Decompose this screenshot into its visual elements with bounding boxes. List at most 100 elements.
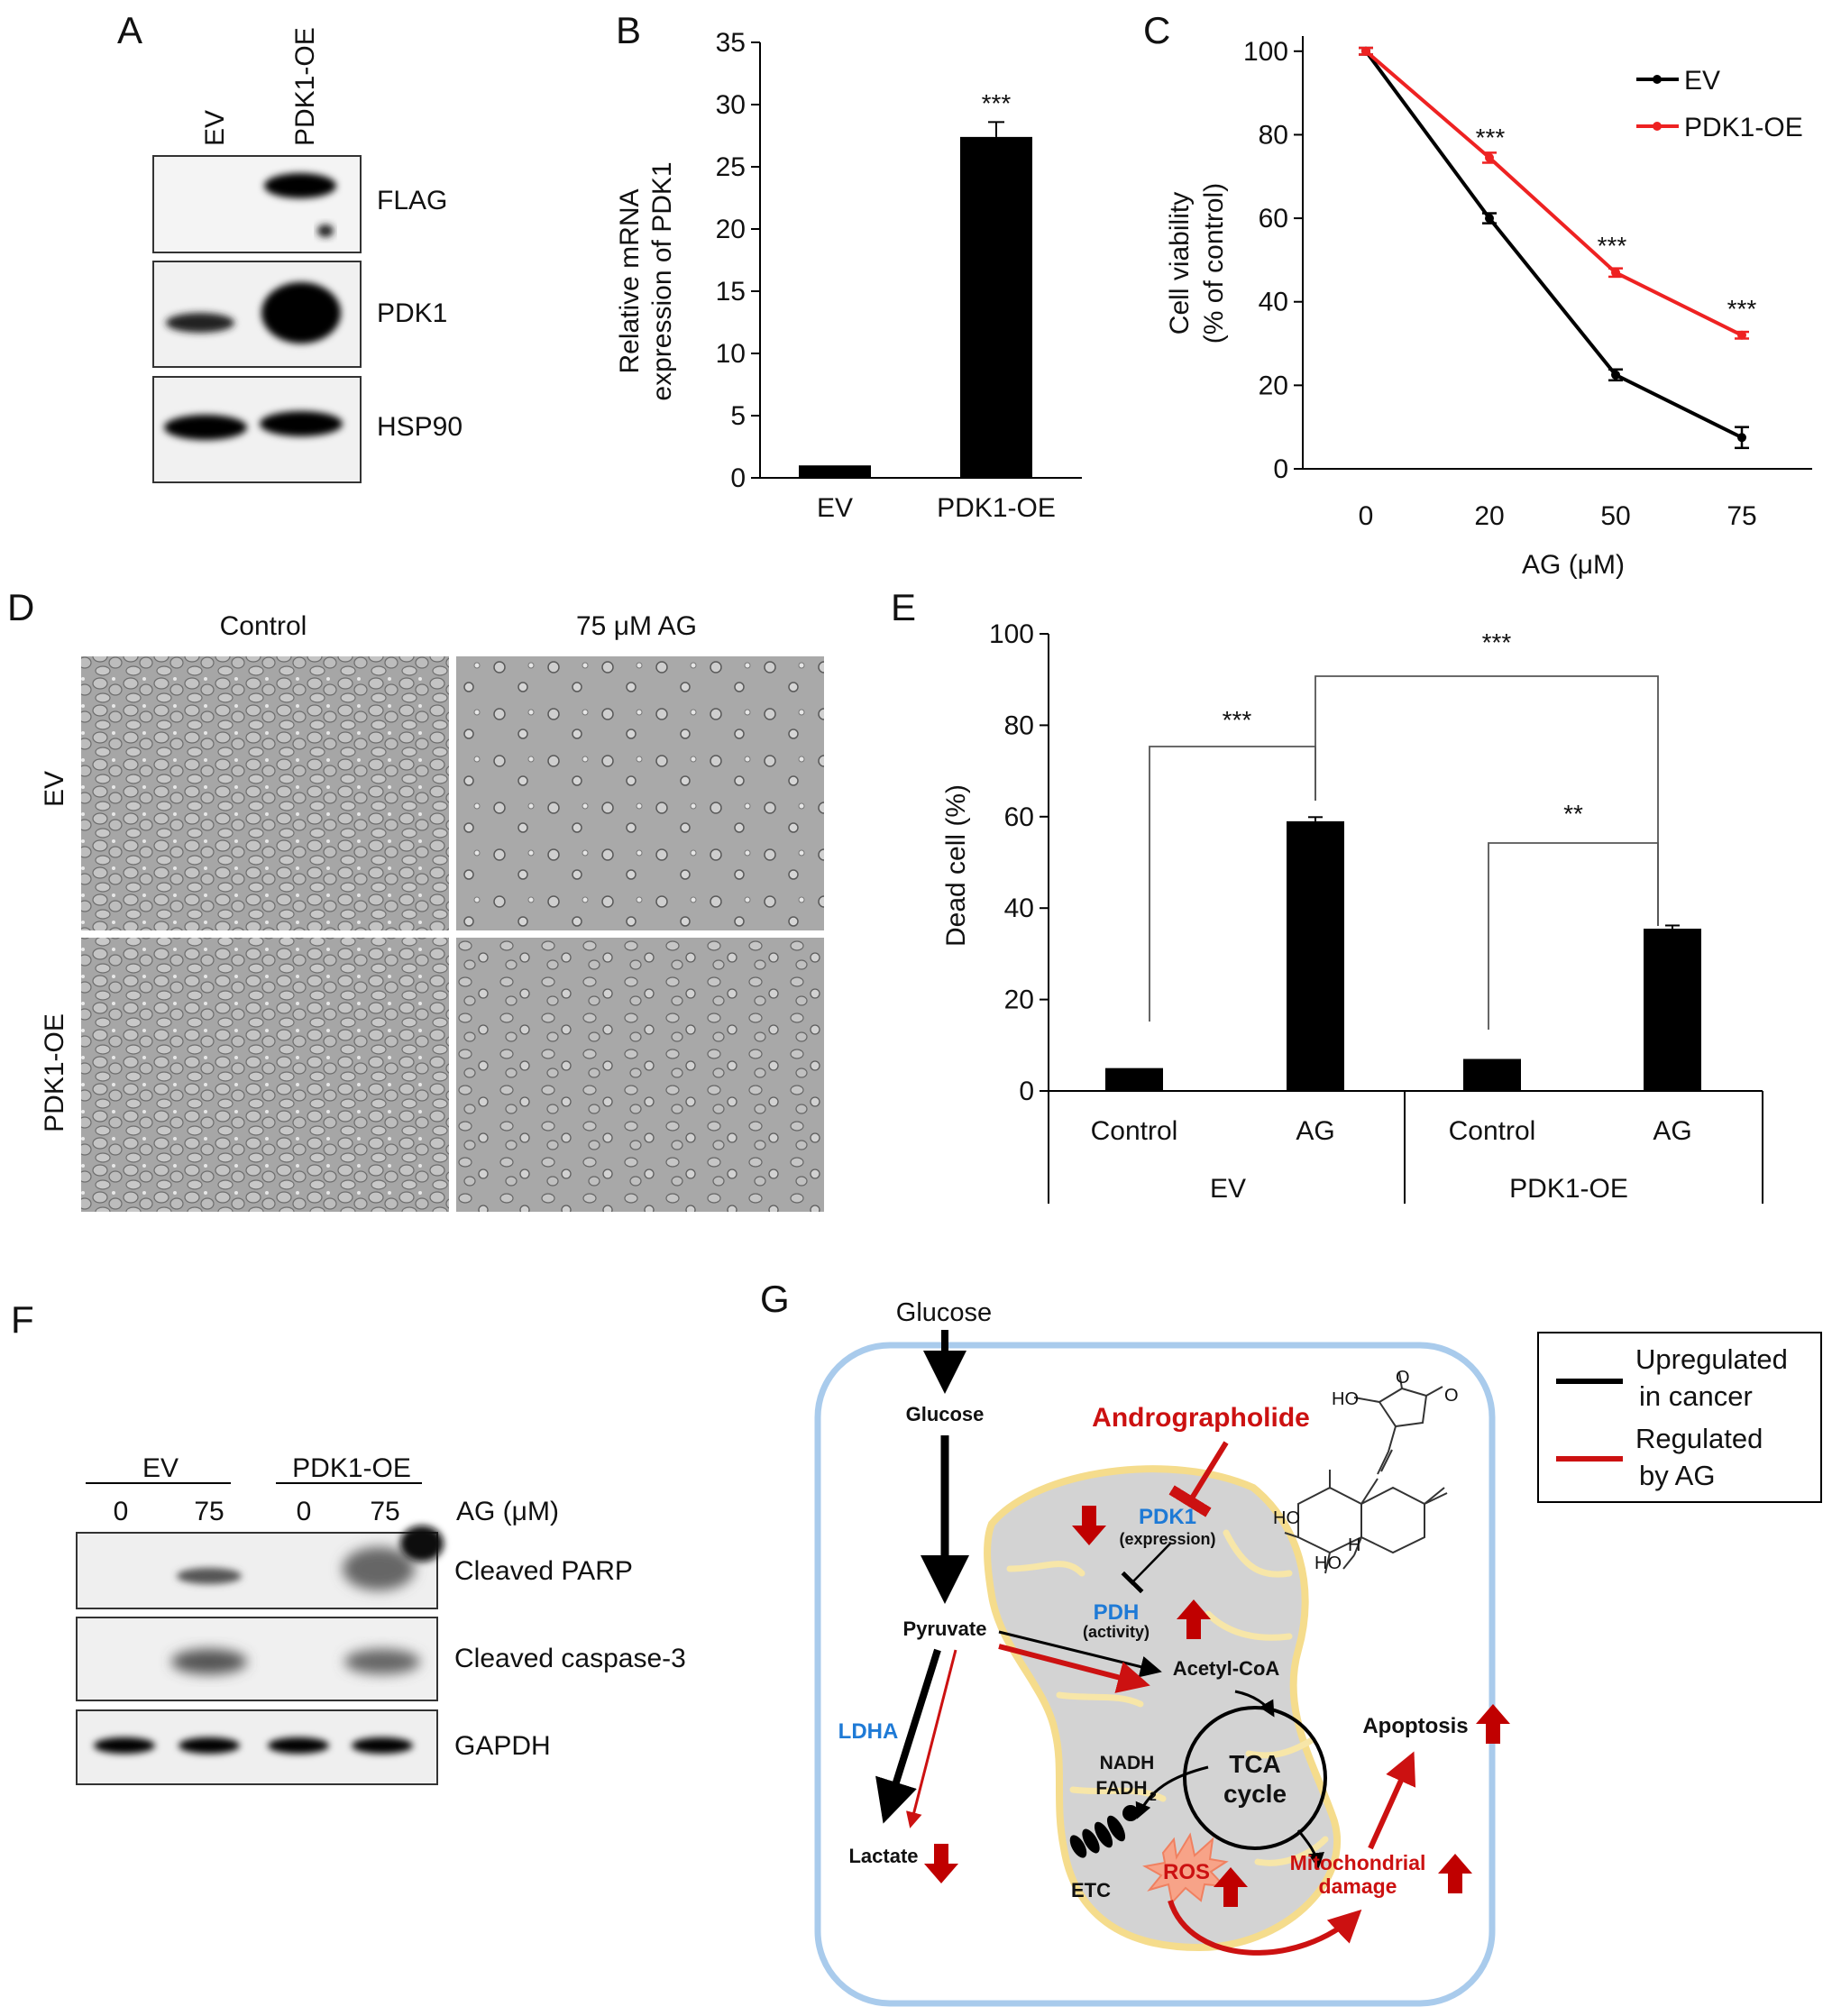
- inhibit-andro-pdk1: [1168, 1441, 1229, 1517]
- arrow-acetylcoa-tca: [1234, 1690, 1275, 1718]
- label-mito-damage1: Mitochondrial: [1290, 1851, 1426, 1874]
- chart-b-y-tick-label: 10: [716, 339, 746, 369]
- row-label-ev: EV: [40, 771, 69, 807]
- regulation-arrows: [924, 1506, 1510, 1907]
- chart-b-x-tick-label: PDK1-OE: [937, 493, 1056, 523]
- arrow-ros-mito-damage: [1168, 1900, 1362, 1956]
- chart-c-x-tick-label: 50: [1600, 501, 1630, 531]
- chart-c-legend-marker: [1653, 75, 1662, 84]
- dose-label-75b: 75: [370, 1497, 399, 1526]
- label-glucose-inside: Glucose: [906, 1403, 985, 1425]
- panel-label-f: F: [11, 1298, 34, 1341]
- blot-label-cleaved-caspase3: Cleaved caspase-3: [454, 1644, 686, 1673]
- chart-e: 0 20 40 60 80 100 Control AG Control AG: [989, 619, 1763, 1146]
- chart-c-point: [1611, 268, 1620, 278]
- dose-label-0b: 0: [297, 1497, 312, 1526]
- arrow-tca-etc: [1135, 1765, 1209, 1819]
- lane-label-ev: EV: [200, 110, 230, 146]
- mol-o-carbonyl: O: [1444, 1386, 1459, 1406]
- chart-e-bar: [1287, 820, 1344, 1091]
- chart-c-y-tick-label: 100: [1243, 37, 1288, 67]
- legend-red-line2: by AG: [1639, 1460, 1715, 1491]
- up-arrow-pdh-icon: [1177, 1599, 1211, 1639]
- panel-label-c: C: [1143, 9, 1170, 51]
- chart-e-group-axis: [1048, 1091, 1763, 1204]
- blot-label-flag: FLAG: [377, 186, 447, 215]
- chart-c-point: [1737, 433, 1746, 443]
- chart-c-x-tick-label: 0: [1359, 501, 1374, 531]
- blot-label-pdk1: PDK1: [377, 298, 447, 328]
- dose-label-75a: 75: [194, 1497, 224, 1526]
- chart-b-x-tick-label: EV: [817, 493, 853, 523]
- chart-c-legend-label: PDK1-OE: [1684, 113, 1803, 142]
- col-label-75uM-ag: 75 μM AG: [576, 611, 697, 641]
- label-pdh: PDH: [1094, 1600, 1140, 1625]
- up-arrow-mito-icon: [1438, 1854, 1472, 1893]
- blot-hsp90: [152, 376, 362, 483]
- chart-c-point: [1611, 370, 1620, 380]
- label-mito-damage2: damage: [1319, 1874, 1397, 1898]
- label-lactate: Lactate: [848, 1845, 918, 1867]
- chart-e-bracket-pdk1: **: [1563, 800, 1583, 828]
- legend-black-line1: Upregulated: [1635, 1343, 1788, 1375]
- mol-o-ring: O: [1396, 1368, 1410, 1388]
- label-acetyl-coa: Acetyl-CoA: [1173, 1657, 1280, 1680]
- chart-c-series-line: [1364, 50, 1743, 337]
- chart-b: 0 5 10 15 20 25 30 35 EV PDK1-OE: [716, 28, 1082, 523]
- chart-c-significance-20: ***: [1476, 124, 1506, 151]
- chart-e-y-tick-label: 60: [1004, 802, 1034, 832]
- legend-black-line2: in cancer: [1639, 1380, 1753, 1412]
- micrograph-pdk1-ag: [456, 938, 824, 1212]
- diagram-legend: [1537, 1332, 1822, 1503]
- ros-starburst-icon: [1142, 1832, 1229, 1905]
- chart-b-ylabel: Relative mRNA expression of PDK1: [615, 161, 677, 400]
- chart-b-significance: ***: [982, 89, 1012, 117]
- chart-c-y-tick-label: 80: [1259, 120, 1288, 150]
- chart-b-y-tick-label: 30: [716, 90, 746, 120]
- chart-e-bar: [1463, 1058, 1521, 1091]
- chart-c-ylabel-line1: Cell viability: [1165, 192, 1195, 334]
- chart-b-bar: [799, 465, 871, 478]
- arrow-pyruvate-lactate-red: [906, 1649, 957, 1828]
- chart-b-y-tick-label: 25: [716, 152, 746, 182]
- chart-c-significance-75: ***: [1727, 295, 1757, 323]
- chart-e-group-pdk1-oe: PDK1-OE: [1509, 1174, 1628, 1204]
- chart-b-y-tick-label: 5: [730, 401, 746, 431]
- mol-ho-bottom: HO: [1314, 1553, 1342, 1573]
- arrow-mito-apoptosis: [1368, 1751, 1416, 1850]
- group-label-ev: EV: [142, 1453, 179, 1483]
- chart-e-y-tick-label: 0: [1019, 1077, 1034, 1106]
- chart-c-y-tick-label: 40: [1259, 288, 1288, 317]
- blot-gapdh: [76, 1709, 438, 1785]
- blot-cleaved-parp: [76, 1526, 444, 1609]
- label-tca2: cycle: [1223, 1780, 1287, 1808]
- chart-c-y-tick-label: 20: [1259, 371, 1288, 400]
- etc-complex-icon: [1069, 1805, 1139, 1858]
- tca-cycle-circle: [1183, 1706, 1327, 1850]
- label-ldha: LDHA: [838, 1719, 899, 1744]
- lane-label-pdk1-oe: PDK1-OE: [290, 27, 320, 146]
- arrow-tca-loop: [1296, 1829, 1324, 1869]
- chart-c-x-tick-label: 75: [1727, 501, 1756, 531]
- down-arrow-lactate-icon: [924, 1844, 958, 1883]
- label-glucose-outside: Glucose: [896, 1298, 992, 1327]
- chart-c-x-tick-label: 20: [1474, 501, 1504, 531]
- chart-e-x-tick-label: AG: [1653, 1116, 1691, 1146]
- label-fadh-sub: 2: [1150, 1789, 1157, 1803]
- chart-e-y-tick-label: 80: [1004, 710, 1034, 740]
- micrograph-ev-control: [81, 656, 449, 930]
- chart-c-legend-marker: [1653, 122, 1662, 131]
- chart-c-y-tick-label: 0: [1273, 454, 1288, 484]
- chart-b-y-tick-label: 0: [730, 463, 746, 493]
- chart-c: 0 20 40 60 80 100 0 20 50 75 EV PDK1-OE: [1243, 36, 1812, 531]
- up-arrow-apoptosis-icon: [1476, 1704, 1510, 1744]
- legend-red-line1: Regulated: [1635, 1423, 1763, 1454]
- label-pdh-sub: (activity): [1083, 1623, 1150, 1641]
- blot-label-hsp90: HSP90: [377, 412, 463, 442]
- down-arrow-pdk1-icon: [1072, 1506, 1106, 1545]
- dose-label-0a: 0: [114, 1497, 129, 1526]
- chart-b-y-tick-label: 35: [716, 28, 746, 58]
- micrograph-ev-ag: [456, 656, 824, 930]
- chart-e-x-tick-label: Control: [1091, 1116, 1178, 1146]
